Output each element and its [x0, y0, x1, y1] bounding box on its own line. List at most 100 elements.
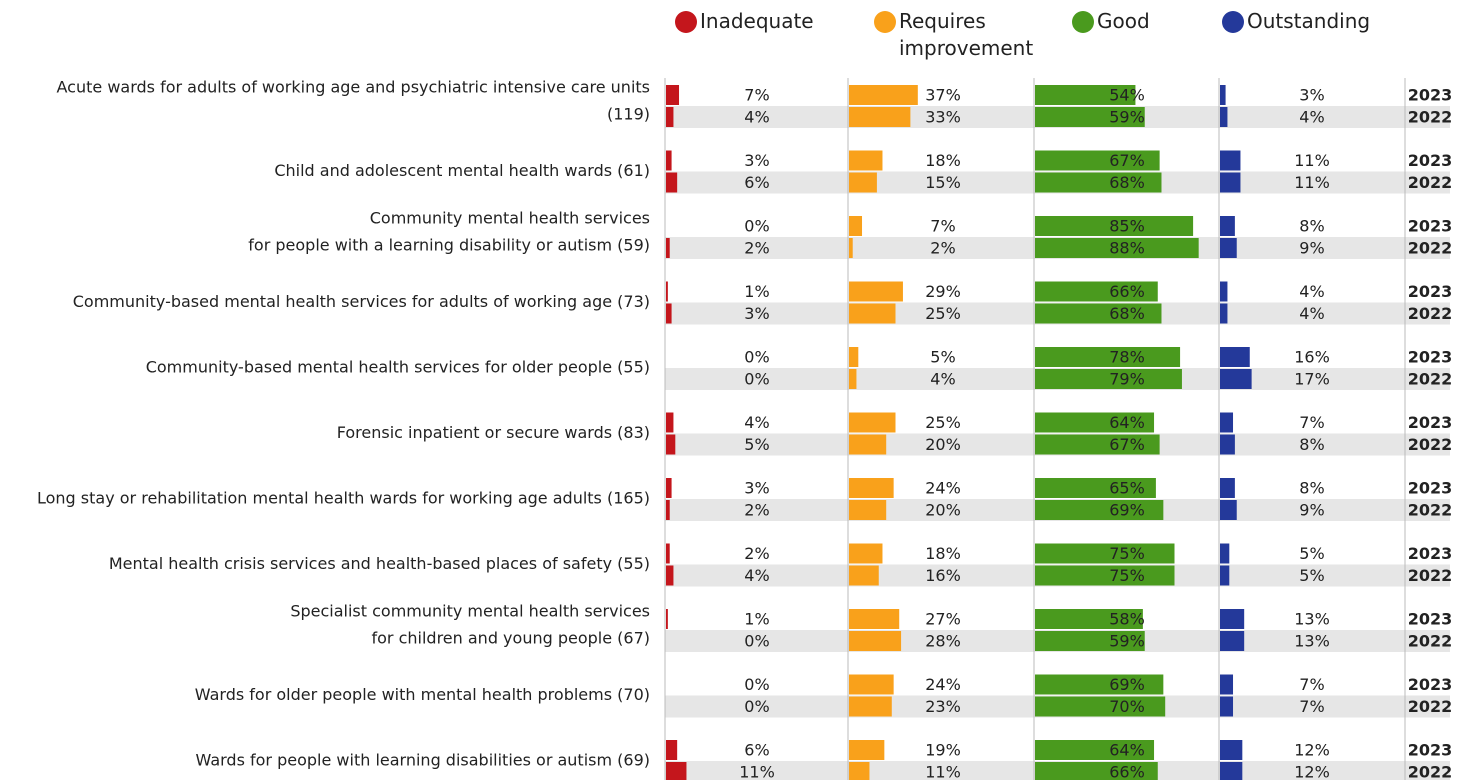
year-label: 2023: [1408, 217, 1453, 236]
bar: [849, 172, 877, 193]
value-label: 18%: [925, 544, 961, 563]
category-label: for children and young people (67): [372, 629, 651, 648]
value-label: 3%: [744, 151, 769, 170]
value-label: 9%: [1299, 239, 1324, 258]
value-label: 25%: [925, 304, 961, 323]
bar: [849, 500, 887, 520]
year-label: 2023: [1408, 675, 1453, 694]
value-label: 66%: [1109, 282, 1145, 301]
bar: [849, 696, 892, 717]
bar: [1220, 172, 1241, 193]
value-label: 6%: [744, 173, 769, 192]
value-label: 2%: [930, 239, 955, 258]
value-label: 33%: [925, 108, 961, 127]
bar: [1220, 609, 1245, 629]
bar: [1220, 543, 1230, 564]
bar: [666, 478, 672, 498]
value-label: 54%: [1109, 86, 1145, 105]
value-label: 12%: [1294, 741, 1330, 760]
bar: [1035, 434, 1160, 455]
value-label: 4%: [1299, 108, 1324, 127]
value-label: 7%: [1299, 675, 1324, 694]
value-label: 64%: [1109, 413, 1145, 432]
value-label: 8%: [1299, 435, 1324, 454]
value-label: 27%: [925, 610, 961, 629]
bar: [1220, 434, 1235, 455]
value-label: 4%: [744, 413, 769, 432]
value-label: 65%: [1109, 479, 1145, 498]
value-label: 59%: [1109, 632, 1145, 651]
bar: [1035, 347, 1181, 367]
value-label: 11%: [1294, 173, 1330, 192]
bar: [1035, 281, 1158, 302]
value-label: 11%: [739, 763, 775, 780]
bar: [849, 478, 894, 498]
value-label: 66%: [1109, 763, 1145, 780]
year-label: 2022: [1408, 501, 1453, 520]
value-label: 2%: [744, 544, 769, 563]
year-label: 2023: [1408, 741, 1453, 760]
bar: [849, 150, 883, 171]
bar: [849, 543, 883, 564]
bar: [1035, 740, 1155, 760]
value-label: 69%: [1109, 675, 1145, 694]
value-label: 4%: [1299, 304, 1324, 323]
value-label: 1%: [744, 610, 769, 629]
bar: [1220, 347, 1250, 367]
bar: [666, 85, 680, 105]
bar: [666, 434, 676, 455]
year-label: 2022: [1408, 108, 1453, 127]
bar: [1035, 216, 1194, 236]
value-label: 58%: [1109, 610, 1145, 629]
year-label: 2022: [1408, 566, 1453, 585]
value-label: 85%: [1109, 217, 1145, 236]
year-label: 2022: [1408, 370, 1453, 389]
year-label: 2023: [1408, 544, 1453, 563]
bar: [666, 500, 670, 520]
value-label: 0%: [744, 217, 769, 236]
legend-label: Requires improvement: [899, 9, 1034, 60]
value-label: 78%: [1109, 348, 1145, 367]
year-label: 2023: [1408, 282, 1453, 301]
value-label: 24%: [925, 479, 961, 498]
bar: [1220, 696, 1234, 717]
value-label: 2%: [744, 239, 769, 258]
value-label: 7%: [744, 86, 769, 105]
category-label: Community mental health services: [370, 209, 650, 228]
value-label: 2%: [744, 501, 769, 520]
value-label: 64%: [1109, 741, 1145, 760]
bar: [849, 347, 859, 367]
bar: [849, 85, 918, 105]
bar: [666, 107, 674, 127]
value-label: 68%: [1109, 173, 1145, 192]
bar: [666, 412, 674, 433]
bar: [1035, 369, 1182, 389]
value-label: 15%: [925, 173, 961, 192]
category-label: Wards for older people with mental healt…: [195, 685, 650, 704]
bar: [666, 543, 670, 564]
year-label: 2023: [1408, 151, 1453, 170]
value-label: 0%: [744, 370, 769, 389]
legend-swatch: [874, 11, 896, 33]
category-label: (119): [607, 105, 650, 124]
bar: [1035, 150, 1160, 171]
bar: [1035, 85, 1136, 105]
year-label: 2023: [1408, 348, 1453, 367]
bar: [849, 434, 887, 455]
value-label: 0%: [744, 348, 769, 367]
value-label: 20%: [925, 501, 961, 520]
category-label: Acute wards for adults of working age an…: [57, 78, 650, 97]
bar: [666, 303, 672, 324]
bar: [849, 107, 911, 127]
bar: [1220, 762, 1243, 780]
value-label: 4%: [744, 108, 769, 127]
value-label: 5%: [744, 435, 769, 454]
bar: [849, 238, 853, 258]
year-label: 2023: [1408, 86, 1453, 105]
value-label: 8%: [1299, 217, 1324, 236]
value-label: 16%: [1294, 348, 1330, 367]
value-label: 69%: [1109, 501, 1145, 520]
bar: [849, 281, 903, 302]
bar: [666, 762, 687, 780]
